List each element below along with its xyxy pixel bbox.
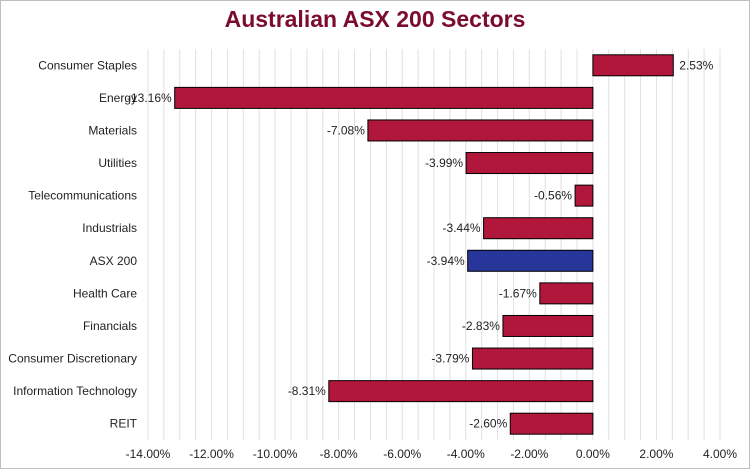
- category-label: Telecommunications: [28, 189, 137, 203]
- category-label: ASX 200: [90, 254, 138, 268]
- category-label: REIT: [110, 417, 138, 431]
- bar: [509, 412, 594, 435]
- value-label: -3.44%: [443, 221, 481, 235]
- x-tick-label: -8.00%: [320, 447, 358, 461]
- x-tick-label: -12.00%: [189, 447, 234, 461]
- category-label: Health Care: [73, 286, 137, 300]
- gridlines: [147, 49, 721, 440]
- category-label: Utilities: [98, 156, 137, 170]
- x-tick-label: -2.00%: [510, 447, 548, 461]
- value-label: -3.99%: [425, 156, 463, 170]
- x-tick-label: -4.00%: [447, 447, 485, 461]
- value-label: -2.60%: [469, 417, 507, 431]
- value-label: -1.67%: [499, 286, 537, 300]
- bar: [328, 380, 594, 403]
- bar: [471, 347, 594, 370]
- value-labels: 2.53% -13.16% -7.08% -3.99% -0.56% -3.44% -3.9…: [127, 58, 714, 430]
- bar: [592, 54, 674, 77]
- value-label: -8.31%: [288, 384, 326, 398]
- bar: [483, 217, 594, 240]
- category-label: Financials: [83, 319, 137, 333]
- bar: [574, 184, 594, 207]
- category-label: Industrials: [82, 221, 137, 235]
- chart-title: Australian ASX 200 Sectors: [224, 6, 526, 32]
- value-label: -7.08%: [327, 123, 365, 137]
- value-label: -3.79%: [431, 352, 469, 366]
- x-tick-labels: -14.00% -12.00% -10.00% -8.00% -6.00% -4.00% -…: [126, 447, 738, 461]
- bars: [174, 54, 674, 435]
- category-label: Energy: [99, 91, 137, 105]
- value-label: -13.16%: [127, 91, 172, 105]
- category-labels: Consumer Staples Energy Materials Utilities…: [8, 58, 137, 430]
- value-label: -0.56%: [534, 189, 572, 203]
- bar: [465, 152, 594, 175]
- category-label: Consumer Staples: [38, 58, 137, 72]
- x-tick-label: 4.00%: [703, 447, 737, 461]
- category-label: Information Technology: [13, 384, 137, 398]
- value-label: -3.94%: [427, 254, 465, 268]
- bar: [502, 314, 594, 337]
- value-label: -2.83%: [462, 319, 500, 333]
- category-label: Materials: [88, 123, 137, 137]
- x-tick-label: -14.00%: [126, 447, 171, 461]
- x-tick-label: -6.00%: [383, 447, 421, 461]
- bar: [467, 249, 594, 272]
- bar: [174, 86, 594, 109]
- category-label: Consumer Discretionary: [8, 352, 137, 366]
- bar: [367, 119, 594, 142]
- value-label: 2.53%: [679, 58, 713, 72]
- x-tick-label: 2.00%: [639, 447, 673, 461]
- bar: [539, 282, 594, 305]
- x-tick-label: 0.00%: [576, 447, 610, 461]
- x-tick-label: -10.00%: [253, 447, 298, 461]
